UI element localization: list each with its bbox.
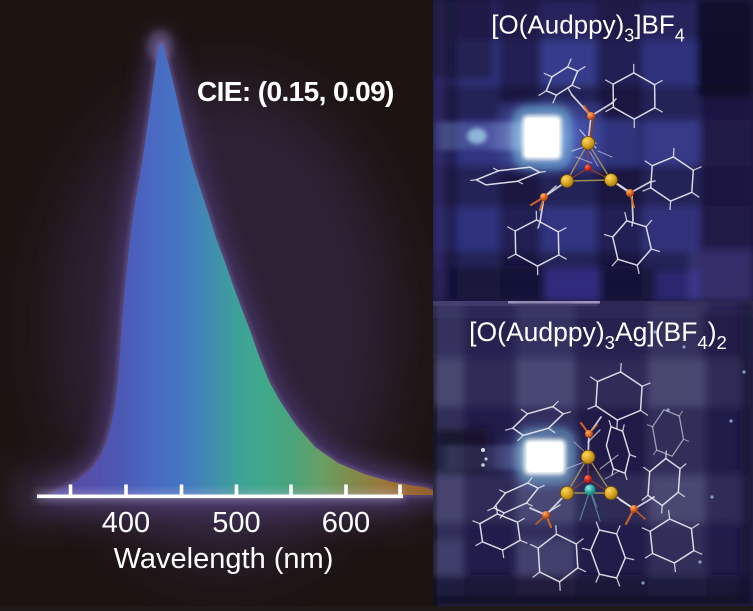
svg-text:CIE: (0.15, 0.09): CIE: (0.15, 0.09) <box>197 76 394 107</box>
svg-text:500: 500 <box>212 507 260 539</box>
svg-text:400: 400 <box>102 507 150 539</box>
svg-text:Wavelength (nm): Wavelength (nm) <box>114 543 334 575</box>
svg-text:600: 600 <box>322 507 370 539</box>
